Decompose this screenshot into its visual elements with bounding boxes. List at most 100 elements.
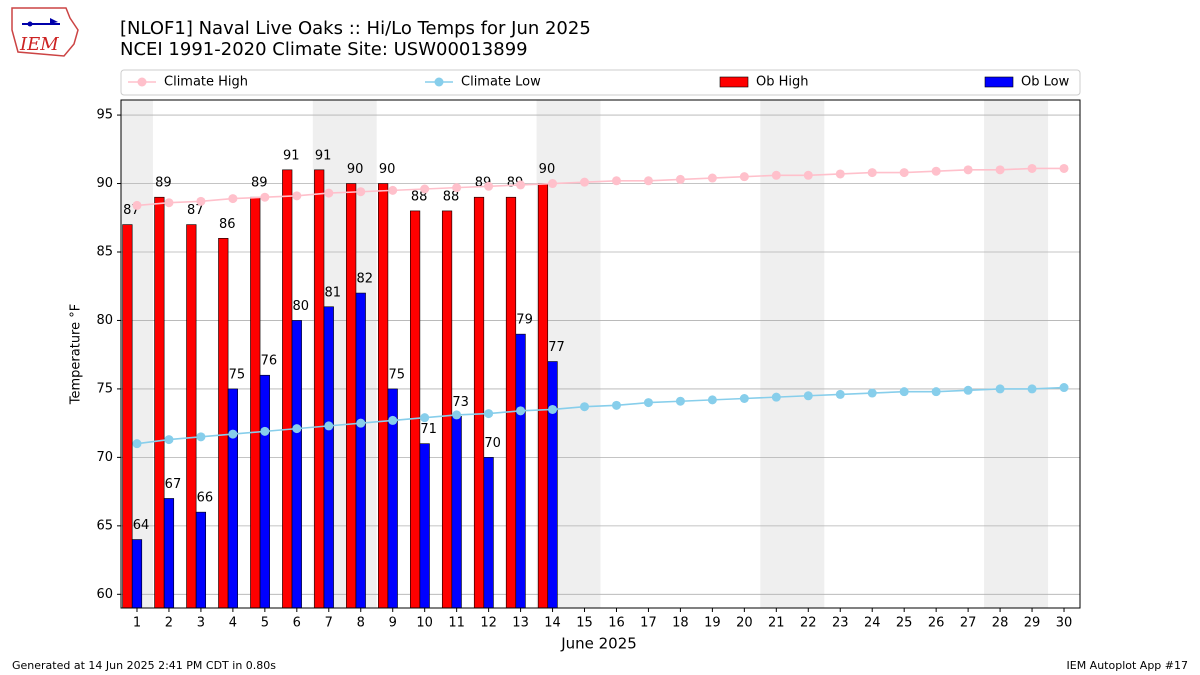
point [835,389,845,399]
x-tick-label: 18 [672,616,689,631]
point [260,426,270,436]
point [643,398,653,408]
x-tick-label: 23 [832,616,849,631]
point [164,435,174,445]
y-tick-label: 85 [96,244,113,259]
point [739,394,749,404]
point [196,432,206,442]
point [228,194,238,204]
point [548,179,558,189]
data-label: 70 [484,436,501,451]
bar [154,196,165,609]
data-label: 80 [293,299,310,314]
bar [355,292,366,609]
x-tick-label: 28 [992,616,1009,631]
point [1027,384,1037,394]
data-label: 64 [133,518,150,533]
bar [409,210,421,609]
point [292,424,302,434]
data-label: 75 [388,367,405,382]
point [1059,163,1069,173]
point [611,176,621,186]
bar [163,498,175,609]
point [611,400,621,410]
x-tick-label: 30 [1056,616,1073,631]
x-tick-label: 10 [416,616,433,631]
point [803,391,813,401]
bar [505,196,517,609]
legend-label: Climate High [164,75,248,90]
point [931,166,941,176]
data-label: 73 [452,395,469,410]
point [675,396,685,406]
point [132,439,142,449]
logo-text: IEM [19,34,59,55]
point [548,404,558,414]
x-tick-label: 7 [325,616,333,631]
point [452,183,462,193]
x-tick-label: 8 [357,616,365,631]
point [228,429,238,439]
bar [291,320,302,609]
data-label: 88 [443,189,460,204]
bar [547,361,558,609]
point [931,387,941,397]
point [356,187,366,197]
point [420,184,430,194]
bar [122,224,133,609]
y-tick-label: 80 [96,313,113,328]
bar [515,333,526,609]
bar [419,443,430,609]
point [899,387,909,397]
x-tick-label: 26 [928,616,945,631]
point [803,170,813,180]
data-label: 87 [187,203,204,218]
bar [195,511,207,609]
logo: IEM [11,7,79,57]
point [388,415,398,425]
x-tick-label: 6 [293,616,301,631]
legend: Climate High Climate Low Ob High Ob Low [120,69,1081,96]
bar [451,416,462,609]
bar [227,388,238,609]
point [707,173,717,183]
point [420,413,430,423]
legend-swatch [984,76,1014,88]
data-label: 71 [420,422,437,437]
y-tick-label: 95 [96,108,113,123]
bar [483,457,494,609]
legend-label: Ob Low [1021,75,1070,90]
y-tick-label: 75 [96,381,113,396]
point [484,409,494,419]
bar [378,183,389,609]
bar [323,306,334,609]
x-tick-label: 3 [197,616,205,631]
x-tick-label: 16 [608,616,625,631]
bar [346,183,357,609]
y-axis-label: Temperature °F [69,304,84,405]
x-tick-label: 21 [768,616,785,631]
point [324,421,334,431]
point [1059,383,1069,393]
point [260,192,270,202]
legend-label: Climate Low [461,75,541,90]
chart-title: [NLOF1] Naval Live Oaks :: Hi/Lo Temps f… [120,18,591,39]
y-tick-label: 65 [96,518,113,533]
x-axis-label: June 2025 [560,635,637,653]
point [771,392,781,402]
point [739,172,749,182]
data-label: 76 [261,354,278,369]
x-tick-label: 17 [640,616,657,631]
x-tick-label: 15 [576,616,593,631]
x-tick-label: 24 [864,616,881,631]
x-tick-label: 14 [544,616,561,631]
weekend-band [760,100,825,608]
y-tick-label: 60 [96,587,113,602]
data-label: 82 [356,272,373,287]
chart-subtitle: NCEI 1991-2020 Climate Site: USW00013899 [120,39,528,60]
point [995,165,1005,175]
point [388,185,398,195]
x-tick-label: 13 [512,616,529,631]
bar [259,374,270,609]
